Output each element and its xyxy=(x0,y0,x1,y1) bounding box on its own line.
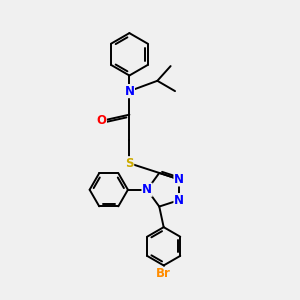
Text: N: N xyxy=(174,194,184,207)
Text: N: N xyxy=(142,183,152,196)
Text: Br: Br xyxy=(156,267,171,280)
Text: N: N xyxy=(174,173,184,186)
Text: S: S xyxy=(125,157,134,170)
Text: N: N xyxy=(124,85,134,98)
Text: O: O xyxy=(96,114,106,127)
